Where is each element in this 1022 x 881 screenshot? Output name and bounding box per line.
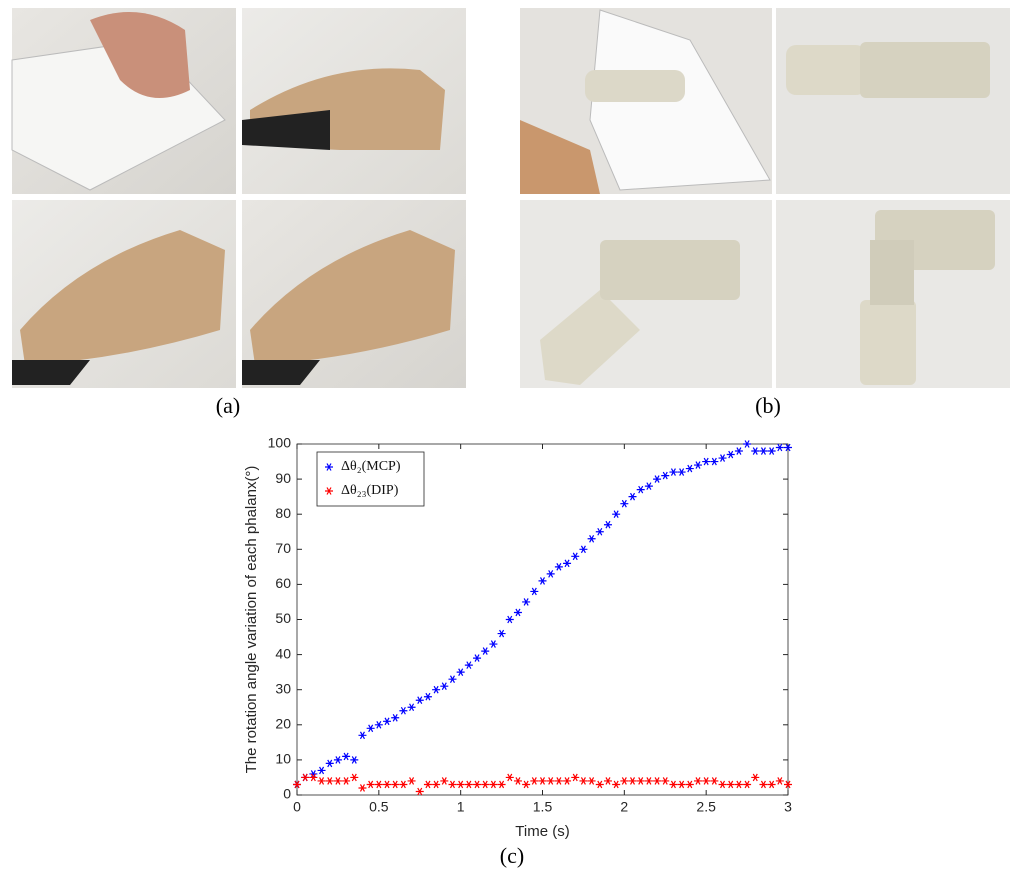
x-axis-label: Time (s): [515, 823, 569, 840]
y-tick-label: 100: [268, 435, 292, 451]
y-tick-label: 10: [275, 751, 291, 767]
panel-label: (c): [500, 843, 524, 868]
y-tick-label: 20: [275, 716, 291, 732]
legend-label: Δθ₂(MCP): [341, 459, 401, 474]
y-tick-label: 60: [275, 575, 291, 591]
x-tick-label: 2.5: [696, 799, 716, 815]
y-tick-label: 50: [275, 610, 291, 626]
x-tick-label: 1: [457, 799, 465, 815]
figure: (a) (b) (c) 00.511.522.53010203040506070…: [0, 0, 1022, 876]
y-axis-label: The rotation angle variation of each pha…: [243, 466, 260, 774]
y-tick-label: 30: [275, 680, 291, 696]
y-tick-label: 70: [275, 540, 291, 556]
panel-label: (b): [755, 393, 781, 418]
x-tick-label: 0: [293, 799, 301, 815]
x-tick-label: 2: [620, 799, 628, 815]
y-tick-label: 40: [275, 645, 291, 661]
y-tick-label: 0: [283, 786, 291, 802]
y-tick-label: 80: [275, 505, 291, 521]
y-tick-label: 90: [275, 470, 291, 486]
x-tick-label: 0.5: [369, 799, 389, 815]
x-tick-label: 3: [784, 799, 792, 815]
photos-b: [520, 8, 1010, 388]
legend-label: Δθ₂₃(DIP): [341, 483, 399, 498]
photos-a: [12, 8, 466, 388]
x-tick-label: 1.5: [533, 799, 553, 815]
panel-label: (a): [216, 393, 240, 418]
